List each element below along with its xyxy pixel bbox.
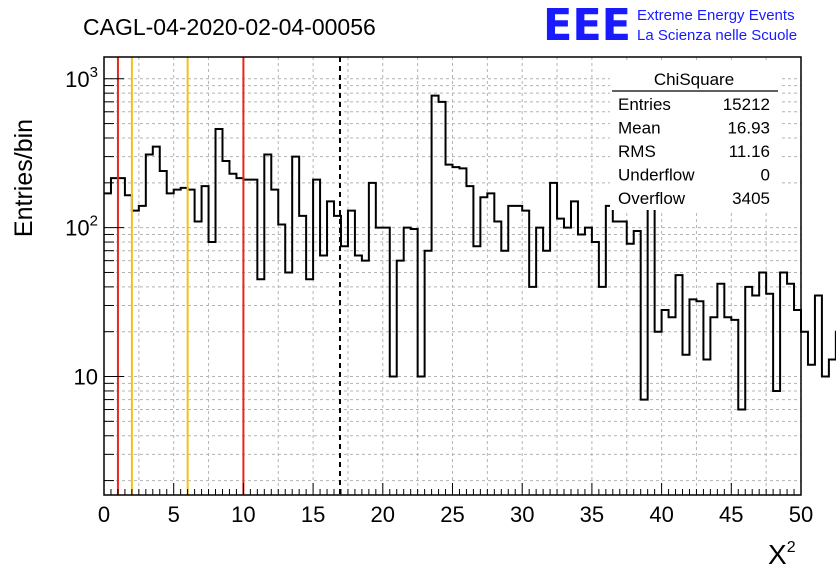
x-tick-label: 20 bbox=[371, 502, 395, 527]
histogram-outline bbox=[104, 94, 836, 411]
logo-line-2: La Scienza nelle Scuole bbox=[637, 27, 797, 44]
x-tick-label: 45 bbox=[719, 502, 743, 527]
logo-line-1: Extreme Energy Events bbox=[637, 7, 795, 24]
x-tick-label: 40 bbox=[649, 502, 673, 527]
stats-value: 11.16 bbox=[729, 142, 770, 161]
stats-value: 0 bbox=[761, 166, 770, 185]
stats-value: 16.93 bbox=[727, 119, 770, 138]
x-axis-label: X2 bbox=[768, 539, 796, 570]
x-tick-label: 15 bbox=[301, 502, 325, 527]
stats-box: ChiSquare Entries 15212 Mean 16.93 RMS 11.16 U… bbox=[610, 63, 782, 210]
y-tick-label: 10 bbox=[74, 365, 98, 390]
x-tick-label: 30 bbox=[510, 502, 534, 527]
stats-label: RMS bbox=[618, 142, 656, 161]
histogram bbox=[104, 94, 836, 411]
eee-logo: EEE bbox=[543, 0, 631, 51]
stats-label: Mean bbox=[618, 119, 661, 138]
stats-value: 15212 bbox=[723, 95, 770, 114]
x-tick-label: 5 bbox=[168, 502, 180, 527]
stats-label: Entries bbox=[618, 95, 671, 114]
stats-title: ChiSquare bbox=[654, 70, 734, 89]
x-tick-label: 0 bbox=[98, 502, 110, 527]
chart-title: CAGL-04-2020-02-04-00056 bbox=[83, 14, 376, 40]
x-tick-label: 35 bbox=[580, 502, 604, 527]
reference-lines bbox=[116, 57, 342, 495]
stats-label: Underflow bbox=[618, 166, 695, 185]
x-tick-label: 10 bbox=[231, 502, 255, 527]
x-tick-label: 25 bbox=[440, 502, 464, 527]
stats-box-background bbox=[610, 63, 782, 210]
y-tick-label: 102 bbox=[65, 213, 98, 241]
stats-value: 3405 bbox=[732, 189, 770, 208]
stats-label: Overflow bbox=[618, 189, 686, 208]
y-axis-label: Entries/bin bbox=[10, 119, 38, 237]
axis-ticks: 0 5 10 15 20 25 30 35 40 45 50 10 102 103 bbox=[65, 64, 813, 527]
x-tick-label: 50 bbox=[789, 502, 813, 527]
y-tick-label: 103 bbox=[65, 64, 98, 92]
